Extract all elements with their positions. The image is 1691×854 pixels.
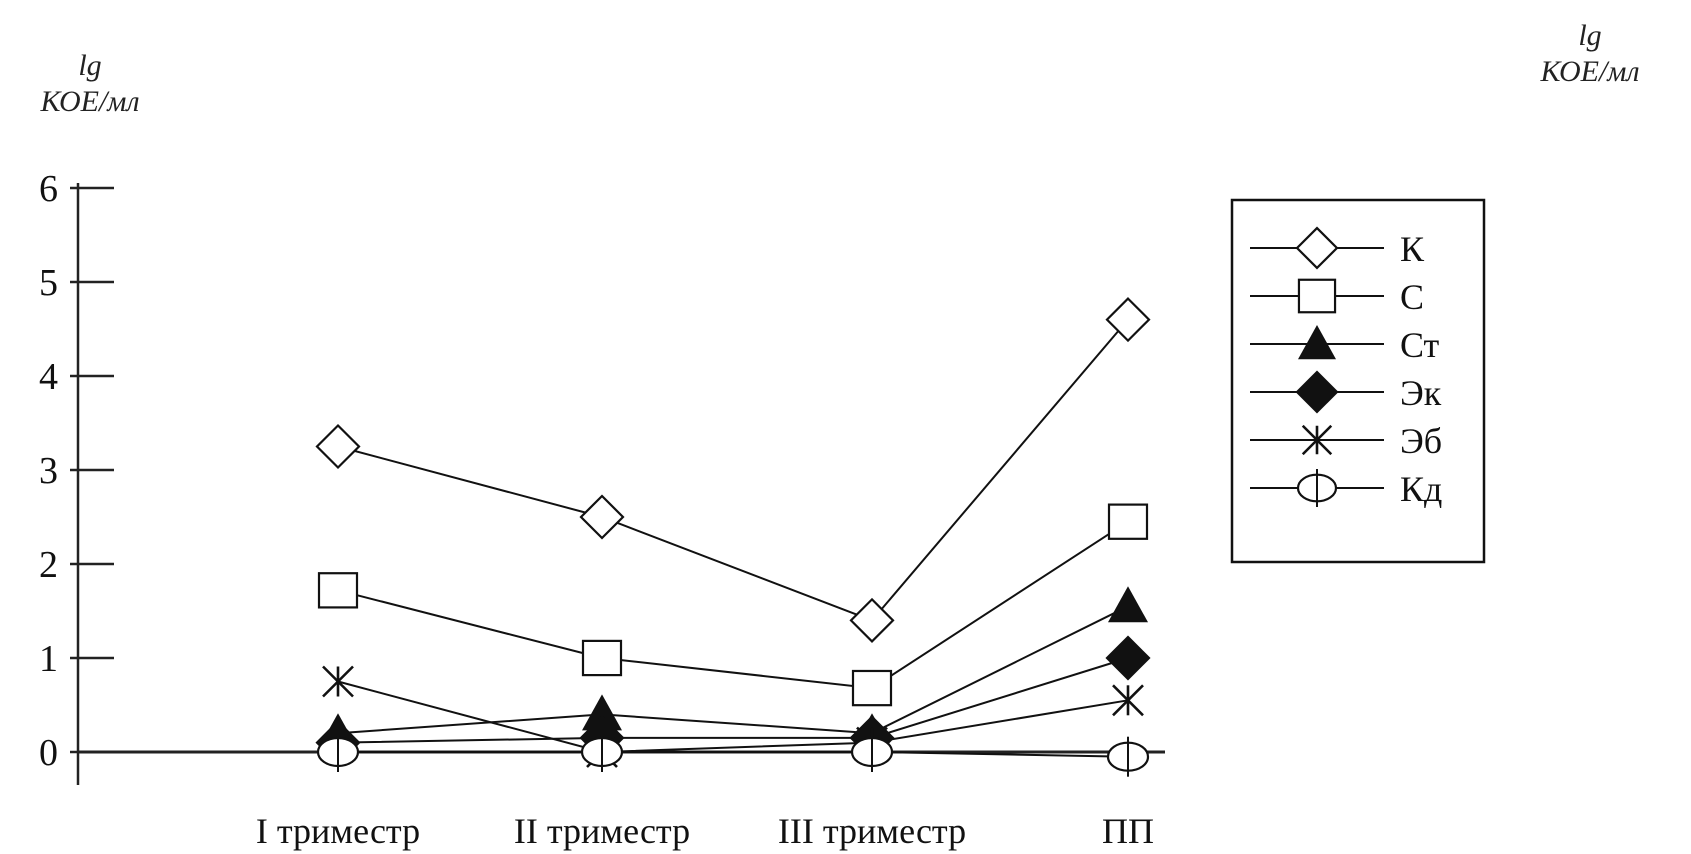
data-point-series-5 (580, 732, 624, 772)
legend-marker (1301, 424, 1333, 456)
data-point-series-1 (581, 639, 623, 677)
y-tick-label: 6 (39, 168, 58, 210)
data-point-series-0 (849, 597, 895, 643)
x-tick-label: I триместр (256, 811, 420, 851)
legend-label: Ст (1400, 325, 1440, 365)
x-tick-label: III триместр (778, 811, 966, 851)
y-axis-unit-label-left: lg КОЕ/мл (0, 48, 180, 120)
data-point-series-4 (322, 665, 354, 698)
series-line-2 (337, 605, 1129, 735)
data-point-series-4 (1112, 684, 1144, 717)
legend-label: Кд (1400, 469, 1442, 509)
data-point-series-1 (317, 572, 359, 609)
unit-label-line1: lg (1578, 19, 1602, 52)
legend-label: К (1400, 229, 1425, 269)
series-line-0 (337, 318, 1129, 622)
data-point-series-5 (850, 732, 894, 772)
y-tick-label: 0 (39, 732, 58, 774)
data-point-series-5 (1106, 736, 1150, 777)
x-tick-label: ПП (1102, 811, 1154, 851)
y-tick-label: 4 (39, 356, 58, 398)
legend-label: Эк (1400, 373, 1442, 413)
legend-marker (1295, 370, 1339, 414)
data-point-series-2 (1108, 586, 1148, 623)
data-point-series-5 (316, 732, 360, 772)
y-tick-label: 3 (39, 450, 58, 492)
y-tick-label: 2 (39, 544, 58, 586)
legend-marker (1297, 278, 1337, 314)
data-point-series-1 (851, 669, 893, 707)
unit-label-line2: КОЕ/мл (40, 85, 140, 118)
series-line-1 (337, 520, 1129, 690)
y-tick-label: 1 (39, 638, 58, 680)
legend-label: Эб (1400, 421, 1442, 461)
data-point-series-3 (1105, 635, 1151, 681)
series-line-4 (337, 680, 1129, 754)
data-point-series-0 (315, 423, 361, 470)
legend-marker (1295, 226, 1339, 270)
legend-label: С (1400, 277, 1424, 317)
series-line-3 (337, 657, 1129, 744)
data-point-series-0 (579, 494, 625, 540)
legend-marker (1298, 325, 1336, 360)
x-tick-label: II триместр (514, 811, 690, 851)
y-tick-label: 5 (39, 262, 58, 304)
unit-label-line1: lg (78, 49, 102, 82)
legend-marker (1296, 469, 1338, 507)
series-line-5 (338, 751, 1129, 758)
data-point-series-0 (1105, 297, 1151, 343)
y-axis-unit-label-right: lg КОЕ/мл (1490, 18, 1690, 90)
legend-box (1230, 198, 1486, 564)
data-point-series-2 (582, 694, 622, 731)
unit-label-line2: КОЕ/мл (1540, 55, 1640, 88)
data-point-series-1 (1107, 503, 1149, 540)
